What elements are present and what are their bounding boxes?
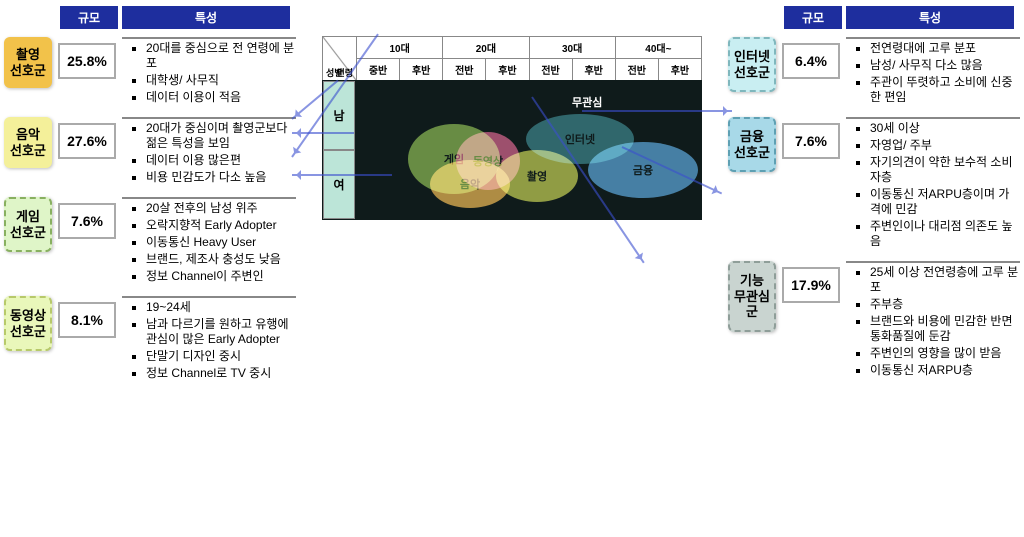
center-diagram: 연령 성별 10대 20대 30대 40대~ 중반후반전반후반전반후반전반후반 …	[300, 0, 724, 537]
segment-label: 금융 선호군	[728, 117, 776, 172]
left-column: 규모 특성 촬영 선호군25.8%20대를 중심으로 전 연령에 분포대학생/ …	[0, 0, 300, 537]
list-item: 브랜드와 비용에 민감한 반면 통화품질에 둔감	[870, 314, 1020, 344]
segment-characteristics: 20대를 중심으로 전 연령에 분포대학생/ 사무직데이터 이용이 적음	[122, 37, 296, 107]
segment-percent: 17.9%	[782, 267, 840, 303]
segment-characteristics: 20살 전후의 남성 위주오락지향적 Early Adopter 이동통신 Hea…	[122, 197, 296, 286]
segment-label: 인터넷 선호군	[728, 37, 776, 92]
list-item: 남과 다르기를 원하고 유행에 관심이 많은 Early Adopter	[146, 317, 296, 347]
list-item: 20대가 중심이며 촬영군보다 젊은 특성을 보임	[146, 121, 296, 151]
header-char-right: 특성	[846, 6, 1014, 29]
list-item: 데이터 이용이 적음	[146, 90, 296, 105]
segment-percent: 8.1%	[58, 302, 116, 338]
segment-characteristics: 전연령대에 고루 분포남성/ 사무직 다소 많음주관이 뚜렷하고 소비에 신중한…	[846, 37, 1020, 107]
segment-label: 기능 무관심군	[728, 261, 776, 332]
segment-percent: 7.6%	[58, 203, 116, 239]
segment-label: 게임 선호군	[4, 197, 52, 252]
list-item: 25세 이상 전연령층에 고루 분포	[870, 265, 1020, 295]
segment-row: 인터넷 선호군6.4%전연령대에 고루 분포남성/ 사무직 다소 많음주관이 뚜…	[728, 37, 1020, 107]
gender-axis: 남 여	[323, 81, 355, 219]
list-item: 주변인의 영향을 많이 받음	[870, 346, 1020, 361]
segment-label: 동영상 선호군	[4, 296, 52, 351]
header-scale-left: 규모	[60, 6, 118, 29]
segment-row: 금융 선호군7.6%30세 이상자영업/ 주부자기의견이 약한 보수적 소비자층…	[728, 117, 1020, 251]
list-item: 이동통신 저ARPU층이며 가격에 민감	[870, 187, 1020, 217]
segment-characteristics: 19~24세남과 다르기를 원하고 유행에 관심이 많은 Early Adopt…	[122, 296, 296, 383]
segment-characteristics: 30세 이상자영업/ 주부자기의견이 약한 보수적 소비자층이동통신 저ARPU…	[846, 117, 1020, 251]
list-item: 주관이 뚜렷하고 소비에 신중한 편임	[870, 75, 1020, 105]
list-item: 30세 이상	[870, 121, 1020, 136]
list-item: 자기의견이 약한 보수적 소비자층	[870, 155, 1020, 185]
list-item: 데이터 이용 많은편	[146, 153, 296, 168]
header-char-left: 특성	[122, 6, 290, 29]
axis-gender: 성별	[326, 66, 343, 79]
segment-row: 촬영 선호군25.8%20대를 중심으로 전 연령에 분포대학생/ 사무직데이터…	[4, 37, 296, 107]
no-interest-label: 무관심	[572, 94, 602, 110]
list-item: 19~24세	[146, 300, 296, 315]
segment-characteristics: 25세 이상 전연령층에 고루 분포주부층브랜드와 비용에 민감한 반면 통화품…	[846, 261, 1020, 380]
segment-percent: 6.4%	[782, 43, 840, 79]
list-item: 남성/ 사무직 다소 많음	[870, 58, 1020, 73]
segment-row: 음악 선호군27.6%20대가 중심이며 촬영군보다 젊은 특성을 보임데이터 …	[4, 117, 296, 187]
list-item: 주부층	[870, 297, 1020, 312]
list-item: 오락지향적 Early Adopter	[146, 218, 296, 233]
segment-row: 게임 선호군7.6%20살 전후의 남성 위주오락지향적 Early Adopt…	[4, 197, 296, 286]
list-item: 비용 민감도가 다소 높음	[146, 170, 296, 185]
list-item: 이동통신 Heavy User	[146, 235, 296, 250]
segment-label: 음악 선호군	[4, 117, 52, 168]
list-item: 자영업/ 주부	[870, 138, 1020, 153]
list-item: 20대를 중심으로 전 연령에 분포	[146, 41, 296, 71]
header-scale-right: 규모	[784, 6, 842, 29]
segment-row: 동영상 선호군8.1%19~24세남과 다르기를 원하고 유행에 관심이 많은 …	[4, 296, 296, 383]
list-item: 주변인이나 대리점 의존도 높음	[870, 219, 1020, 249]
list-item: 대학생/ 사무직	[146, 73, 296, 88]
segment-percent: 25.8%	[58, 43, 116, 79]
list-item: 정보 Channel로 TV 중시	[146, 366, 296, 381]
segment-ellipse: 금융	[588, 142, 698, 198]
right-column: 규모 특성 인터넷 선호군6.4%전연령대에 고루 분포남성/ 사무직 다소 많…	[724, 0, 1024, 537]
list-item: 단말기 디자인 중시	[146, 349, 296, 364]
segment-percent: 27.6%	[58, 123, 116, 159]
segment-percent: 7.6%	[782, 123, 840, 159]
list-item: 브랜드, 제조사 충성도 낮음	[146, 252, 296, 267]
segment-row: 기능 무관심군17.9%25세 이상 전연령층에 고루 분포주부층브랜드와 비용…	[728, 261, 1020, 380]
list-item: 이동통신 저ARPU층	[870, 363, 1020, 378]
list-item: 20살 전후의 남성 위주	[146, 201, 296, 216]
segment-characteristics: 20대가 중심이며 촬영군보다 젊은 특성을 보임데이터 이용 많은편비용 민감…	[122, 117, 296, 187]
age-gender-grid: 연령 성별 10대 20대 30대 40대~ 중반후반전반후반전반후반전반후반	[322, 36, 702, 81]
segment-label: 촬영 선호군	[4, 37, 52, 88]
list-item: 정보 Channel이 주변인	[146, 269, 296, 284]
list-item: 전연령대에 고루 분포	[870, 41, 1020, 56]
